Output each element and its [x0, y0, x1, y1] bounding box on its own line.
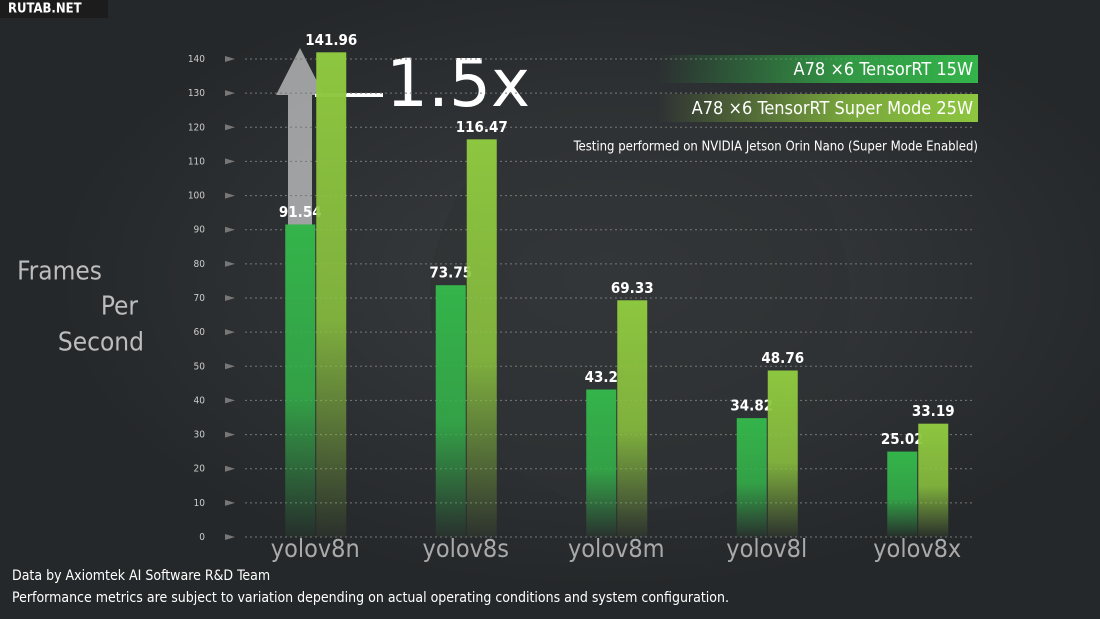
tick-mark [225, 397, 235, 404]
tick-mark [225, 499, 235, 506]
y-tick-label: 50 [194, 361, 206, 372]
tick-mark [225, 295, 235, 301]
bar [586, 389, 617, 537]
bar [435, 285, 466, 537]
x-tick-label: yolov8m [568, 534, 665, 563]
y-axis-label: Per [101, 292, 139, 322]
legend-swatch [658, 94, 978, 122]
data-label: 116.47 [456, 118, 508, 136]
y-tick-label: 60 [194, 327, 206, 338]
y-axis-label: Second [58, 328, 144, 358]
bar [918, 423, 949, 537]
x-tick-label: yolov8x [873, 534, 961, 563]
bar [617, 300, 648, 537]
tick-mark [225, 56, 235, 62]
y-tick-label: 90 [194, 225, 206, 236]
y-axis-label: Frames [17, 257, 102, 287]
tick-mark [225, 329, 235, 336]
tick-mark [225, 534, 235, 540]
data-label: 91.54 [279, 203, 322, 221]
bar [887, 451, 918, 537]
tick-mark [225, 431, 235, 438]
tick-mark [225, 192, 235, 199]
bar [736, 418, 767, 537]
tick-mark [225, 226, 235, 233]
subtitle: Testing performed on NVIDIA Jetson Orin … [573, 140, 978, 155]
bar [466, 139, 497, 538]
y-tick-label: 10 [194, 498, 206, 509]
tick-mark [225, 260, 235, 267]
x-tick-label: yolov8s [423, 534, 509, 563]
y-tick-label: 80 [194, 259, 206, 270]
y-tick-label: 120 [188, 122, 205, 133]
tick-mark [225, 124, 235, 131]
y-tick-label: 110 [188, 156, 205, 167]
footer: Performance metrics are subject to varia… [12, 590, 729, 606]
y-tick-label: 20 [194, 464, 206, 475]
y-tick-label: 70 [194, 293, 206, 304]
tick-mark [225, 158, 235, 165]
legend-label: A78 ×6 TensorRT Super Mode 25W [692, 98, 973, 119]
y-tick-label: 40 [194, 395, 206, 406]
data-label: 43.2 [585, 368, 618, 386]
watermark: RUTAB.NET [8, 2, 82, 17]
data-label: 25.02 [881, 430, 924, 448]
bar [767, 370, 798, 537]
data-label: 48.76 [761, 349, 804, 367]
globe [430, 90, 850, 510]
legend-label: A78 ×6 TensorRT 15W [794, 59, 973, 80]
tick-mark [225, 90, 235, 97]
footer: Data by Axiomtek AI Software R&D Team [12, 568, 270, 584]
x-tick-label: yolov8l [726, 534, 807, 563]
data-label: 73.75 [429, 264, 472, 282]
x-tick-label: yolov8n [271, 534, 360, 563]
y-tick-label: 30 [194, 430, 206, 441]
watermark-box [0, 0, 108, 18]
arrow [276, 48, 324, 225]
y-tick-label: 140 [188, 54, 205, 65]
data-label: 69.33 [611, 279, 654, 297]
y-tick-label: 130 [188, 88, 205, 99]
annotation: 1.5x [386, 45, 530, 122]
tick-mark [225, 465, 235, 472]
data-label: 33.19 [912, 402, 955, 420]
y-tick-label: 100 [188, 191, 205, 202]
bar [316, 52, 347, 538]
y-tick-label: 0 [199, 532, 205, 543]
tick-mark [225, 363, 235, 370]
legend-swatch [658, 55, 978, 83]
data-label: 34.82 [730, 397, 773, 415]
bar [285, 224, 316, 537]
data-label: 141.96 [305, 31, 357, 49]
